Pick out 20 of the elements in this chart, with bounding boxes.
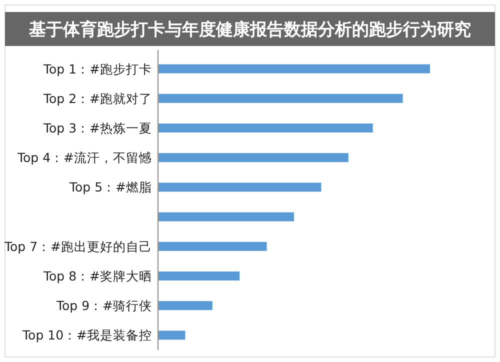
y-tick-label: Top 3：#热炼一夏 — [42, 120, 152, 136]
bar — [158, 330, 186, 340]
bar — [158, 153, 348, 162]
y-tick-label: Top 5：#燃脂 — [68, 180, 152, 195]
bar — [158, 272, 240, 280]
chart-title: 基于体育跑步打卡与年度健康报告数据分析的跑步行为研究 — [28, 19, 471, 40]
bar — [158, 212, 294, 222]
y-tick-label: Top 7：#跑出更好的自己 — [4, 238, 152, 254]
bar — [158, 94, 403, 103]
bar — [158, 182, 322, 192]
y-tick-label: Top 4：#流汗，不留憾 — [16, 150, 152, 166]
y-tick-label: Top 10：#我是装备控 — [22, 328, 152, 343]
y-tick-label: Top 8：#奖牌大晒 — [42, 268, 152, 284]
bar — [158, 64, 430, 74]
bar — [158, 124, 373, 132]
y-tick-label: Top 2：#跑就对了 — [42, 90, 152, 106]
bar — [158, 301, 212, 310]
bar — [158, 242, 267, 251]
y-tick-label: Top 9：#骑行侠 — [56, 298, 152, 314]
y-tick-label: Top 1：#跑步打卡 — [42, 61, 152, 76]
